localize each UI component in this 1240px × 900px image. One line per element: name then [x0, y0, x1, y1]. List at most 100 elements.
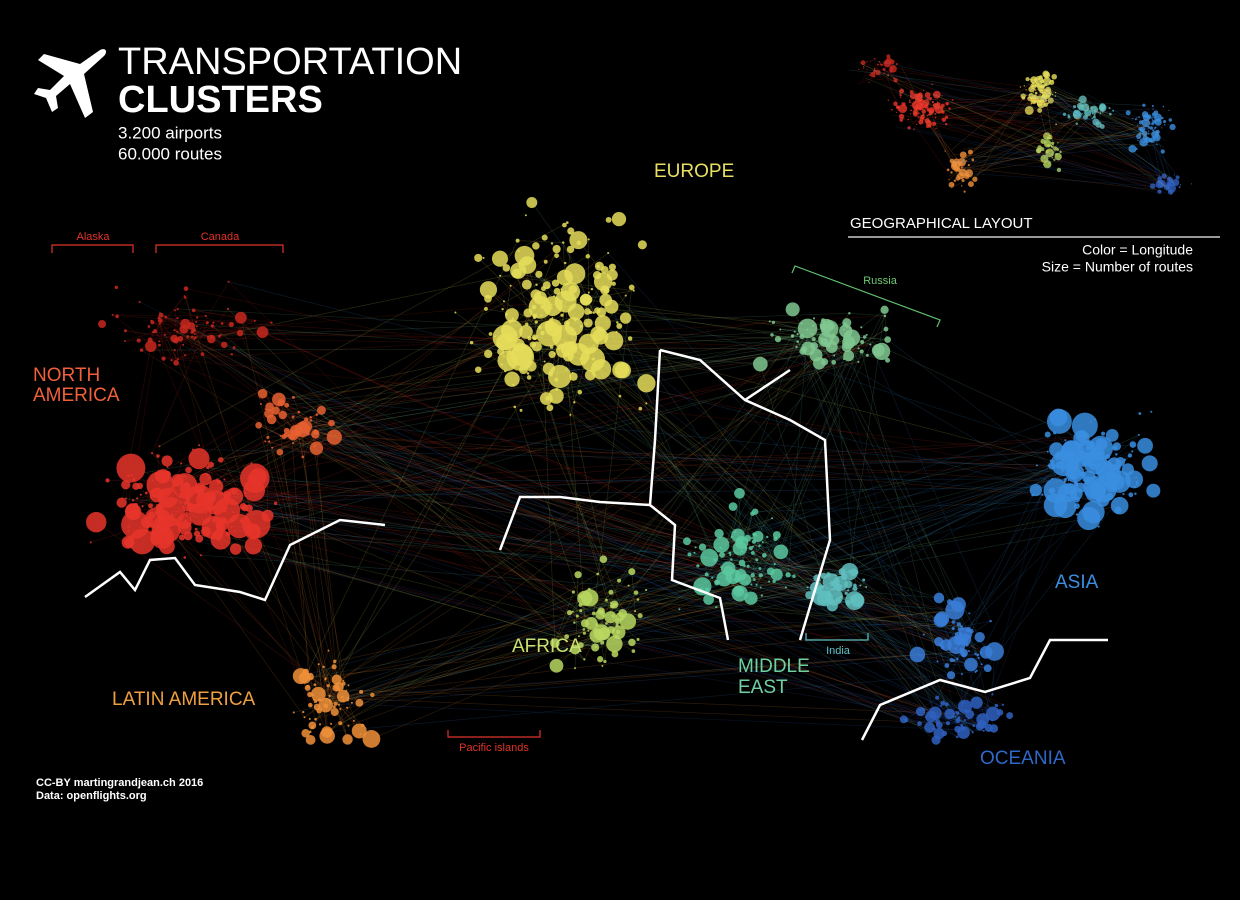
airport — [506, 343, 535, 371]
inset-airport — [1072, 105, 1077, 109]
airport — [859, 584, 862, 587]
airport — [180, 513, 183, 516]
inset-airport — [1051, 93, 1054, 96]
inset-airport — [1024, 105, 1034, 115]
inset-airport — [964, 169, 974, 178]
inset-airport — [922, 106, 924, 109]
inset-airport — [915, 103, 923, 111]
inset-route — [915, 114, 1150, 129]
inset-airport — [961, 179, 965, 183]
airport — [909, 646, 926, 663]
airport — [308, 721, 317, 730]
route — [167, 486, 1112, 499]
inset-route — [973, 81, 1034, 182]
airport — [884, 336, 891, 343]
airport — [309, 441, 324, 455]
route — [540, 297, 859, 349]
inset-route — [863, 62, 1172, 181]
inset-airport — [1092, 115, 1096, 119]
airport — [1131, 450, 1134, 453]
route — [517, 240, 564, 244]
airport — [704, 572, 709, 577]
airport — [234, 311, 247, 324]
inset-airport — [887, 64, 889, 67]
airport — [551, 279, 560, 287]
airport — [183, 295, 186, 298]
airport — [276, 448, 284, 456]
inset-route — [929, 122, 1147, 138]
airport — [585, 254, 591, 259]
route — [558, 348, 958, 660]
route — [807, 348, 950, 715]
route — [348, 446, 1117, 727]
airport — [564, 634, 570, 640]
route — [760, 364, 831, 604]
inset-route — [926, 102, 960, 178]
inset-airport — [1045, 141, 1048, 144]
route — [293, 397, 300, 413]
airport — [180, 462, 183, 465]
route — [195, 337, 862, 352]
airport — [972, 724, 975, 727]
airport — [307, 691, 313, 698]
route — [154, 295, 185, 332]
inset-airport — [917, 112, 920, 115]
airport — [257, 388, 268, 399]
airport — [309, 416, 313, 419]
route — [771, 334, 799, 343]
airport — [595, 609, 606, 620]
airport — [273, 501, 278, 506]
airport — [1071, 412, 1098, 439]
airport — [885, 357, 891, 363]
airport — [752, 531, 764, 542]
route — [175, 362, 1001, 713]
inset-route — [1068, 108, 1156, 115]
airport — [844, 591, 848, 595]
airport — [150, 319, 153, 322]
airport — [328, 419, 335, 427]
airport — [624, 294, 627, 297]
airport — [975, 669, 978, 672]
airport — [550, 638, 560, 648]
airport — [192, 448, 195, 451]
inset-airport — [1167, 176, 1172, 181]
airport — [223, 478, 226, 481]
inset-airport — [1051, 153, 1054, 156]
route — [803, 349, 966, 640]
airport — [219, 491, 224, 495]
inset-route — [1043, 83, 1134, 126]
route — [233, 347, 598, 626]
airport — [1101, 467, 1104, 470]
airport — [755, 558, 759, 562]
inset-airport — [1019, 86, 1022, 88]
airport — [820, 320, 839, 338]
inset-airport — [897, 109, 899, 111]
inset-route — [1034, 88, 1141, 129]
airport — [734, 487, 745, 499]
inset-route — [1144, 154, 1169, 188]
airport — [761, 541, 764, 544]
inset-route — [907, 108, 930, 129]
airport — [1041, 493, 1044, 496]
airport — [784, 586, 787, 589]
airport — [761, 552, 767, 558]
route — [340, 517, 773, 724]
inset-route — [890, 74, 958, 164]
airport — [185, 466, 192, 474]
airport — [713, 536, 730, 553]
airport — [752, 508, 759, 515]
airport — [844, 580, 853, 589]
airport — [581, 589, 599, 607]
inset-airport — [901, 102, 906, 106]
route — [325, 583, 849, 679]
airport — [1097, 525, 1100, 528]
inset-route — [1039, 80, 1089, 102]
airport — [843, 322, 847, 326]
inset-airport — [1152, 129, 1155, 132]
airport — [513, 405, 517, 409]
airport — [746, 564, 750, 568]
airport — [308, 717, 311, 720]
airport — [958, 630, 961, 633]
inset-airport — [927, 113, 930, 116]
airport — [177, 337, 180, 340]
